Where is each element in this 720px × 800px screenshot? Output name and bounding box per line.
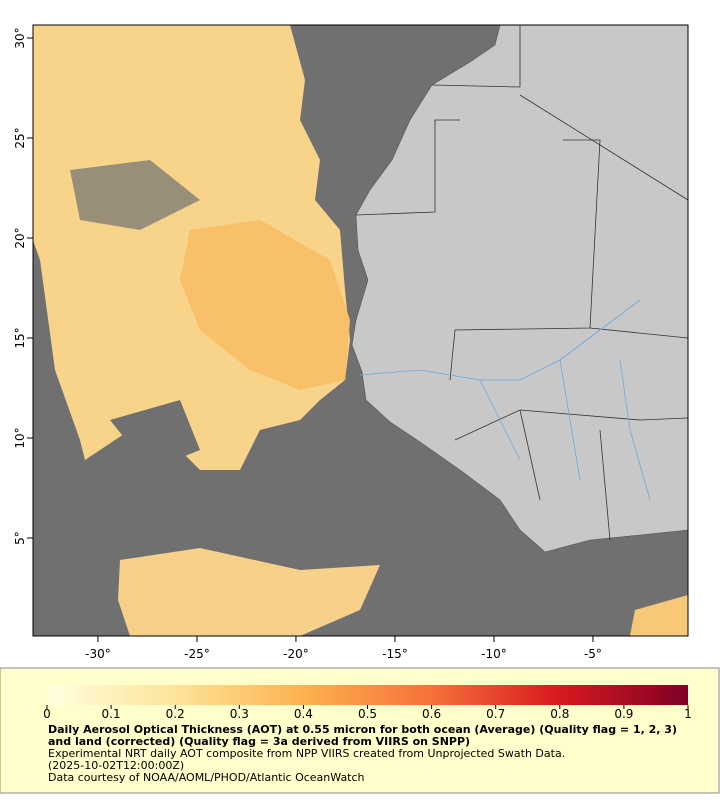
y-tick-label: 5°	[13, 531, 27, 545]
colorbar-tick-label: 0.2	[166, 707, 185, 721]
colorbar-tick-label: 0.9	[614, 707, 633, 721]
map-frame	[32, 24, 689, 637]
rivers	[359, 299, 651, 501]
colorbar-tick-label: 0.1	[102, 707, 121, 721]
colorbar-tick-label: 0.6	[422, 707, 441, 721]
caption-line: (2025-10-02T12:00:00Z)	[48, 759, 185, 772]
colorbar-tick-label: 0.5	[358, 707, 377, 721]
x-tick-label: -10°	[481, 647, 507, 661]
caption-title: Daily Aerosol Optical Thickness (AOT) at…	[48, 723, 677, 748]
map-area	[33, 25, 688, 636]
cloud-gap	[70, 160, 200, 230]
colorbar-tick-label: 0.4	[294, 707, 313, 721]
y-tick-label: 25°	[13, 127, 27, 148]
colorbar-tick-label: 1	[684, 707, 692, 721]
aerosol-patch	[180, 220, 350, 390]
y-tick-label: 15°	[13, 327, 27, 348]
x-tick-label: -20°	[283, 647, 309, 661]
caption-line: Data courtesy of NOAA/AOML/PHOD/Atlantic…	[48, 771, 365, 784]
aerosol-patch	[118, 548, 380, 636]
y-tick-label: 30°	[13, 27, 27, 48]
colorbar-tick-label: 0	[43, 707, 51, 721]
land	[351, 25, 688, 553]
caption: Daily Aerosol Optical Thickness (AOT) at…	[48, 724, 688, 784]
aerosol-patch	[630, 595, 688, 636]
x-tick-label: -25°	[184, 647, 210, 661]
y-tick-label: 10°	[13, 427, 27, 448]
x-tick-label: -15°	[382, 647, 408, 661]
borders	[355, 25, 688, 541]
x-tick-label: -5°	[584, 647, 602, 661]
colorbar	[47, 685, 688, 705]
y-tick-label: 20°	[13, 227, 27, 248]
colorbar-tick-label: 0.3	[230, 707, 249, 721]
colorbar-tick-label: 0.7	[486, 707, 505, 721]
x-tick-label: -30°	[85, 647, 111, 661]
cloud-gap	[110, 400, 200, 470]
colorbar-tick-label: 0.8	[550, 707, 569, 721]
caption-line: Experimental NRT daily AOT composite fro…	[48, 747, 566, 760]
